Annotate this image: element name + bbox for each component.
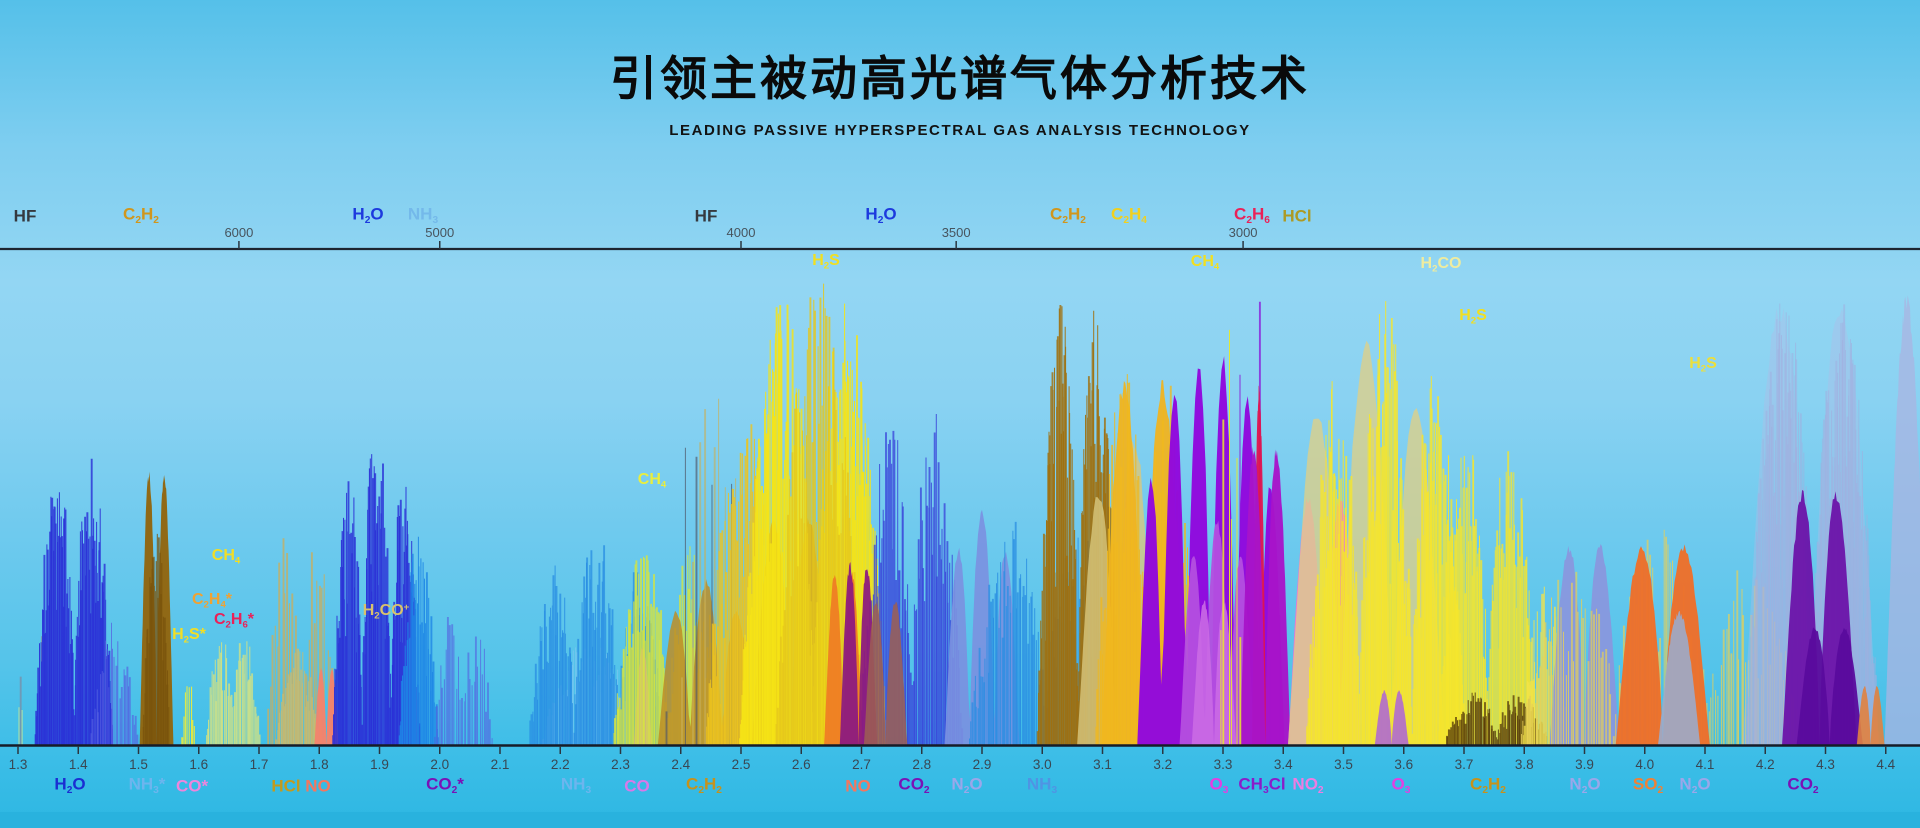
wavelength-tick-label: 1.7 xyxy=(250,757,269,772)
gas-label-bottom: CO* xyxy=(175,776,209,796)
wavelength-tick-label: 2.7 xyxy=(852,757,871,772)
wavelength-tick-label: 3.0 xyxy=(1033,757,1052,772)
wavelength-tick-label: 2.5 xyxy=(732,757,751,772)
page-subtitle: LEADING PASSIVE HYPERSPECTRAL GAS ANALYS… xyxy=(669,122,1251,140)
wavelength-tick-label: 4.4 xyxy=(1876,757,1895,772)
gas-label-bottom: NH3 xyxy=(1026,774,1058,797)
gas-annotation: CH4 xyxy=(1190,253,1220,273)
wavelength-tick-label: 1.8 xyxy=(310,757,329,772)
wavelength-tick-label: 2.3 xyxy=(611,757,630,772)
gas-label-bottom: CO2* xyxy=(426,774,464,797)
gas-label-top: H2O xyxy=(865,204,897,227)
gas-label-bottom: NH3* xyxy=(128,774,166,797)
wavelength-tick-label: 4.3 xyxy=(1816,757,1835,772)
gas-annotation: H2S xyxy=(1459,307,1487,327)
gas-annotation: C2H4* xyxy=(191,591,233,611)
bottom-strip xyxy=(0,812,1920,828)
gas-label-top: H2O xyxy=(352,204,384,227)
gas-label-bottom: CO2 xyxy=(898,774,930,797)
header: 引领主被动高光谱气体分析技术 LEADING PASSIVE HYPERSPEC… xyxy=(0,0,1920,139)
gas-label-bottom: NO xyxy=(845,776,871,796)
wavelength-tick-label: 3.9 xyxy=(1575,757,1594,772)
gas-label-top: HF xyxy=(13,206,37,226)
wavelength-tick-label: 3.6 xyxy=(1394,757,1413,772)
wavenumber-tick-label: 4000 xyxy=(727,225,756,240)
gas-label-bottom: CO2 xyxy=(1787,774,1819,797)
gas-label-top: C2H2 xyxy=(123,204,159,227)
gas-label-bottom: N2O xyxy=(1679,774,1711,797)
wavelength-tick-label: 2.9 xyxy=(973,757,992,772)
wavelength-tick-label: 4.1 xyxy=(1696,757,1715,772)
top-axis: 6000 5000 4000 3500 3000 xyxy=(0,225,1920,251)
wavenumber-tick-label: 5000 xyxy=(425,225,454,240)
gas-label-bottom: O3 xyxy=(1209,774,1229,797)
wavelength-tick-label: 4.0 xyxy=(1635,757,1654,772)
gas-annotation: H2CO+ xyxy=(362,602,410,622)
gas-label-bottom: CO xyxy=(624,776,650,796)
wavelength-tick-label: 3.8 xyxy=(1515,757,1534,772)
gas-annotation: H2S xyxy=(812,252,840,272)
wavelength-tick-label: 3.1 xyxy=(1093,757,1112,772)
gas-label-top: C2H4 xyxy=(1111,204,1147,227)
gas-label-bottom: NO xyxy=(305,776,331,796)
wavelength-tick-label: 1.9 xyxy=(370,757,389,772)
gas-label-bottom: C2H2 xyxy=(686,774,722,797)
wavelength-tick-label: 2.2 xyxy=(551,757,570,772)
gas-label-top: HF xyxy=(694,206,718,226)
gas-label-bottom: N2O xyxy=(1569,774,1601,797)
gas-annotation: CH4 xyxy=(637,471,667,491)
gas-label-bottom: O3 xyxy=(1391,774,1411,797)
page-title: 引领主被动高光谱气体分析技术 xyxy=(610,52,1310,105)
wavelength-tick-label: 2.4 xyxy=(671,757,690,772)
gas-annotation: C2H6* xyxy=(213,611,255,631)
wavelength-tick-label: 3.5 xyxy=(1334,757,1353,772)
gas-label-bottom: N2O xyxy=(951,774,983,797)
wavelength-tick-label: 3.7 xyxy=(1455,757,1474,772)
gas-annotation: H2S* xyxy=(172,626,206,646)
gas-label-top: C2H6 xyxy=(1234,204,1270,227)
gas-label-bottom: SO2 xyxy=(1632,774,1664,797)
wavenumber-tick-label: 3500 xyxy=(942,225,971,240)
wavelength-tick-label: 3.4 xyxy=(1274,757,1293,772)
wavelength-tick-label: 2.1 xyxy=(491,757,510,772)
gas-label-top: HCl xyxy=(1282,206,1312,226)
gas-label-bottom: NO2 xyxy=(1292,774,1324,797)
wavelength-tick-label: 4.2 xyxy=(1756,757,1775,772)
gas-annotation: CH4 xyxy=(211,547,241,567)
gas-label-top: C2H2 xyxy=(1050,204,1086,227)
bottom-axis: 1.3 1.4 1.5 1.6 1.7 1.8 1.9 2.0 2.1 2.2 2.3 2.4 2.5 2… xyxy=(0,744,1920,772)
gas-annotation: H2CO xyxy=(1420,255,1462,275)
wavelength-tick-label: 3.3 xyxy=(1214,757,1233,772)
gas-label-bottom: HCl xyxy=(271,776,301,796)
gas-label-top: NH3 xyxy=(407,204,439,227)
wavelength-tick-label: 2.6 xyxy=(792,757,811,772)
gas-annotation: H2S xyxy=(1689,355,1717,375)
wavelength-tick-label: 1.3 xyxy=(9,757,28,772)
gas-label-bottom: CH3Cl xyxy=(1238,774,1286,797)
gas-label-bottom: NH3 xyxy=(560,774,592,797)
bands-layer xyxy=(18,283,1920,745)
wavenumber-tick-label: 3000 xyxy=(1229,225,1258,240)
gas-label-bottom: H2O xyxy=(54,774,86,797)
gas-label-bottom: C2H2 xyxy=(1470,774,1506,797)
wavelength-tick-label: 1.5 xyxy=(129,757,148,772)
wavelength-tick-label: 2.0 xyxy=(430,757,449,772)
wavelength-tick-label: 1.6 xyxy=(189,757,208,772)
wavelength-tick-label: 3.2 xyxy=(1153,757,1172,772)
wavelength-tick-label: 2.8 xyxy=(912,757,931,772)
wavenumber-tick-label: 6000 xyxy=(224,225,253,240)
wavelength-tick-label: 1.4 xyxy=(69,757,88,772)
